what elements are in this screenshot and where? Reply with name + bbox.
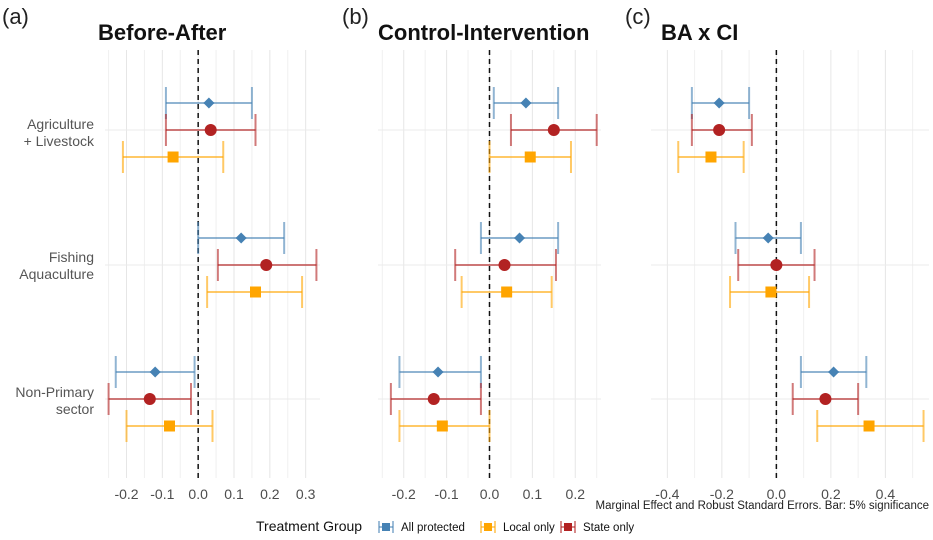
- y-label-nonprimary-line1: Non-Primary: [15, 384, 94, 400]
- x-tick-label: -0.2: [710, 486, 734, 502]
- panel-control-intervention: -0.2 -0.1 0.0 0.1 0.2 (b) Control-Intervention: [342, 4, 601, 502]
- legend-label: State only: [583, 522, 634, 534]
- x-tick-label: 0.3: [296, 486, 316, 502]
- point-estimate: [203, 97, 215, 109]
- legend-item-all-protected: All protected: [378, 521, 465, 534]
- panel-title: Before-After: [98, 20, 227, 45]
- point-estimate: [828, 366, 840, 378]
- panel-title: BA x CI: [661, 20, 738, 45]
- series-local-only: [677, 141, 925, 442]
- legend-item-local-only: Local only: [480, 521, 555, 534]
- y-label-agriculture-line1: Agriculture: [27, 116, 94, 132]
- y-label-fishing-line1: Fishing: [49, 249, 94, 265]
- x-tick-label: -0.2: [114, 486, 138, 502]
- x-tick-label: 0.1: [523, 486, 543, 502]
- point-estimate: [713, 124, 726, 136]
- point-estimate: [863, 420, 875, 432]
- x-tick-label: -0.4: [655, 486, 679, 502]
- point-estimate: [770, 259, 783, 271]
- y-label-nonprimary-line2: sector: [56, 401, 94, 417]
- point-estimate: [705, 151, 717, 163]
- x-tick-label: 0.2: [821, 486, 841, 502]
- series-all-protected: [114, 87, 286, 388]
- point-estimate: [143, 393, 156, 405]
- point-estimate: [547, 124, 560, 136]
- point-estimate: [524, 151, 536, 163]
- legend-label: All protected: [401, 522, 465, 534]
- point-estimate: [427, 393, 440, 405]
- point-estimate: [250, 286, 261, 298]
- panel-before-after: -0.2 -0.1 0.0 0.1 0.2 0.3 (a) Before-After: [2, 4, 320, 502]
- x-tick-label: -0.1: [435, 486, 459, 502]
- x-tick-label: -0.2: [392, 486, 416, 502]
- series-all-protected: [690, 87, 868, 388]
- legend-key-marker: [382, 523, 390, 531]
- point-estimate: [436, 420, 448, 432]
- panel-tag: (b): [342, 4, 369, 29]
- x-tick-label: 0.0: [188, 486, 208, 502]
- x-tick-label: 0.2: [566, 486, 586, 502]
- legend-key-marker: [564, 523, 572, 531]
- figure-caption: Marginal Effect and Robust Standard Erro…: [596, 500, 929, 512]
- panels-layer: -0.2 -0.1 0.0 0.1 0.2 0.3(a)Before-After-0.2-…: [2, 4, 929, 502]
- point-estimate: [167, 151, 179, 163]
- series-state-only: [690, 114, 860, 415]
- point-estimate: [498, 259, 511, 271]
- y-label-agriculture-line2: + Livestock: [24, 133, 95, 149]
- point-estimate: [164, 420, 175, 432]
- point-estimate: [501, 286, 513, 298]
- legend-label: Local only: [503, 522, 555, 534]
- x-tick-label: 0.0: [480, 486, 500, 502]
- point-estimate: [819, 393, 832, 405]
- series-state-only: [107, 114, 318, 415]
- x-tick-label: 0.4: [876, 486, 896, 502]
- x-tick-label: -0.1: [150, 486, 174, 502]
- point-estimate: [514, 232, 526, 244]
- x-tick-label: 0.2: [260, 486, 280, 502]
- point-estimate: [713, 97, 725, 109]
- point-estimate: [432, 366, 444, 378]
- series-local-only: [398, 141, 572, 442]
- y-axis-labels: Agriculture + Livestock Fishing Aquacult…: [15, 116, 95, 417]
- legend-entries: All protected Local only State only: [378, 521, 634, 534]
- point-estimate: [520, 97, 532, 109]
- panel-tag: (a): [2, 4, 29, 29]
- panel-title: Control-Intervention: [378, 20, 589, 45]
- x-tick-label: 0.0: [767, 486, 787, 502]
- x-tick-label: 0.1: [224, 486, 244, 502]
- panel-ba-x-ci: -0.4 -0.2 0.0 0.2 0.4 (c) BA x CI: [625, 4, 929, 502]
- point-estimate: [260, 259, 273, 271]
- series-state-only: [389, 114, 598, 415]
- point-estimate: [204, 124, 217, 136]
- point-estimate: [762, 232, 774, 244]
- point-estimate: [235, 232, 247, 244]
- series-all-protected: [398, 87, 560, 388]
- point-estimate: [765, 286, 777, 298]
- legend: Treatment Group All protected Local only S…: [256, 518, 634, 534]
- series-local-only: [121, 141, 304, 442]
- legend-item-state-only: State only: [560, 521, 634, 534]
- y-label-fishing-line2: Aquaculture: [19, 266, 94, 282]
- panel-tag: (c): [625, 4, 651, 29]
- legend-key-marker: [484, 523, 492, 531]
- legend-title: Treatment Group: [256, 518, 362, 534]
- point-estimate: [149, 366, 161, 378]
